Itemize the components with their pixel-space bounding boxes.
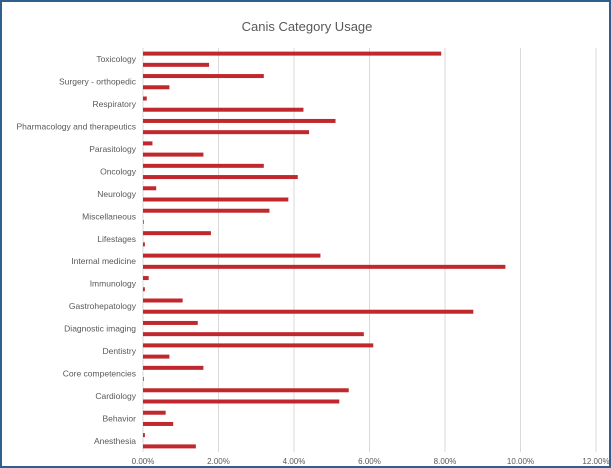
category-label: Immunology — [90, 279, 137, 289]
x-tick-label: 2.00% — [207, 457, 230, 466]
bar — [143, 298, 183, 303]
bar — [143, 208, 270, 213]
bar — [143, 163, 264, 168]
bar — [143, 51, 442, 56]
category-label: Gastrohepatology — [69, 301, 137, 311]
bar — [143, 197, 289, 202]
bar — [143, 74, 264, 79]
category-label: Parasitology — [89, 144, 137, 154]
category-label: Cardiology — [95, 391, 136, 401]
bar — [143, 118, 336, 123]
category-label: Miscellaneous — [82, 211, 136, 221]
bar — [143, 231, 211, 236]
bar — [143, 62, 210, 67]
bar — [143, 175, 298, 180]
x-tick-label: 6.00% — [358, 457, 381, 466]
chart-title: Canis Category Usage — [242, 19, 373, 34]
category-label: Anesthesia — [94, 436, 136, 446]
bar — [143, 219, 144, 224]
bar — [143, 365, 204, 370]
bar — [143, 287, 145, 292]
bar — [143, 332, 364, 337]
bar — [143, 309, 474, 314]
bar — [143, 253, 321, 258]
bar — [143, 107, 304, 112]
category-label: Diagnostic imaging — [64, 324, 136, 334]
bar — [143, 388, 349, 393]
category-label: Neurology — [97, 189, 136, 199]
category-label: Internal medicine — [71, 256, 136, 266]
bar — [143, 354, 170, 359]
category-label: Behavior — [102, 413, 136, 423]
bar — [143, 444, 196, 449]
bar — [143, 421, 174, 426]
bar — [143, 96, 147, 101]
x-tick-label: 4.00% — [283, 457, 306, 466]
category-label: Core competencies — [63, 368, 136, 378]
x-tick-label: 12.00% — [582, 457, 609, 466]
category-label: Lifestages — [97, 234, 136, 244]
bar — [143, 276, 149, 281]
category-label: Surgery - orthopedic — [59, 77, 137, 87]
x-tick-label: 8.00% — [434, 457, 457, 466]
bar — [143, 141, 153, 146]
category-label: Toxicology — [96, 54, 136, 64]
bar — [143, 399, 340, 404]
category-label: Oncology — [100, 166, 137, 176]
category-label: Dentistry — [102, 346, 136, 356]
category-label: Respiratory — [93, 99, 137, 109]
category-label: Pharmacology and therapeutics — [16, 122, 136, 132]
bar — [143, 433, 145, 438]
bar — [143, 320, 198, 325]
bar — [143, 264, 506, 269]
bar — [143, 186, 157, 191]
x-tick-label: 10.00% — [507, 457, 534, 466]
x-tick-label: 0.00% — [132, 457, 155, 466]
bar — [143, 242, 145, 247]
bar — [143, 130, 310, 135]
bar — [143, 152, 204, 157]
bar — [143, 343, 374, 348]
bar — [143, 85, 170, 90]
bar — [143, 410, 166, 415]
bar — [143, 377, 144, 382]
